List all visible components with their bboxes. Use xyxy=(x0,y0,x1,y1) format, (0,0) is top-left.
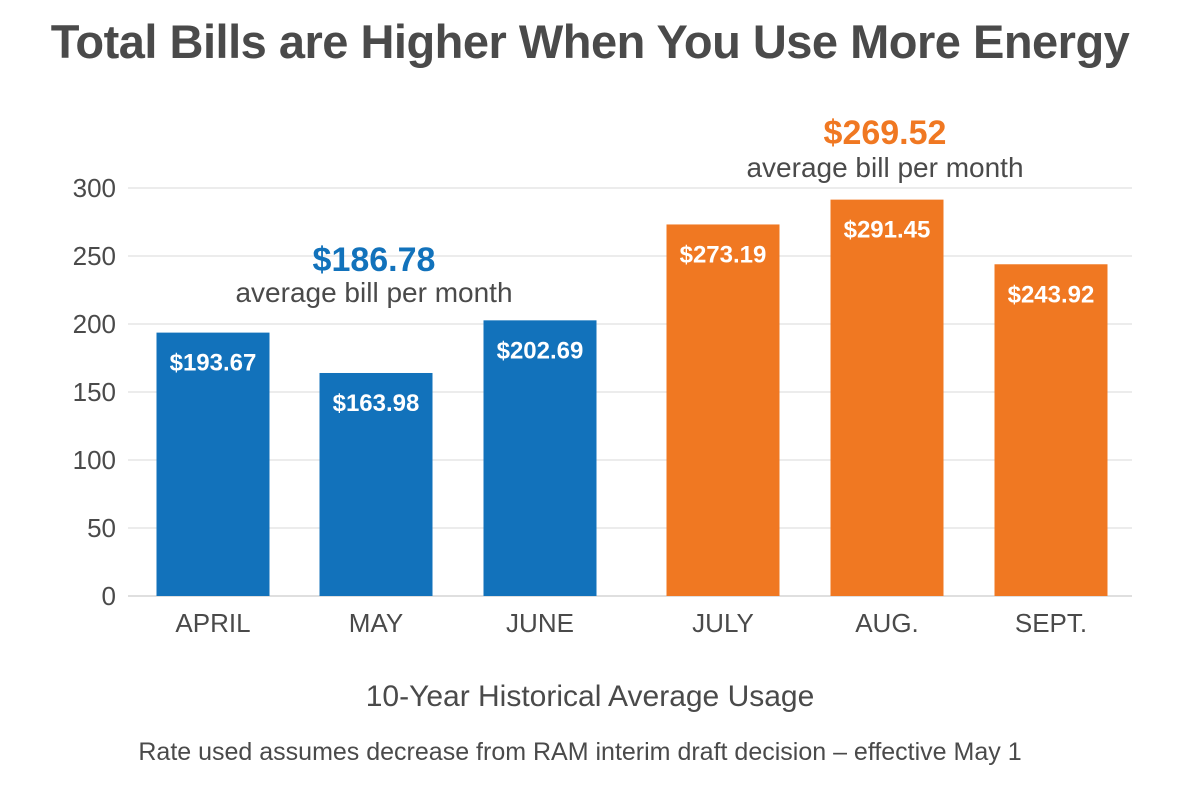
bar xyxy=(156,332,270,596)
y-tick-label: 150 xyxy=(73,377,116,407)
x-tick-label: AUG. xyxy=(855,608,919,638)
footnote: Rate used assumes decrease from RAM inte… xyxy=(138,738,1022,766)
x-tick-label: JULY xyxy=(692,608,754,638)
x-tick-label: SEPT. xyxy=(1015,608,1087,638)
data-label: $273.19 xyxy=(680,241,767,268)
x-tick-label: MAY xyxy=(349,608,403,638)
x-tick-label: JUNE xyxy=(506,608,574,638)
data-label: $193.67 xyxy=(170,350,257,377)
annotation-text: average bill per month xyxy=(746,152,1023,183)
bar xyxy=(666,224,780,596)
x-tick-label: APRIL xyxy=(175,608,250,638)
bar xyxy=(994,264,1108,596)
bar xyxy=(483,320,597,596)
annotation-text: average bill per month xyxy=(235,277,512,308)
x-axis-label: 10-Year Historical Average Usage xyxy=(365,680,815,713)
y-tick-label: 200 xyxy=(73,309,116,339)
data-label: $163.98 xyxy=(333,390,420,417)
y-tick-label: 100 xyxy=(73,445,116,475)
data-label: $202.69 xyxy=(497,337,584,364)
bars xyxy=(156,199,1108,597)
bar-chart: 0 50 100 150 200 250 300 $193.67 $163.98 $202.69… xyxy=(73,114,1132,638)
annotation-value: $186.78 xyxy=(313,241,436,279)
chart-title: Total Bills are Higher When You Use More… xyxy=(50,15,1130,68)
y-tick-label: 50 xyxy=(87,513,116,543)
x-axis-ticks: APRIL MAY JUNE JULY AUG. SEPT. xyxy=(175,608,1087,638)
data-label: $243.92 xyxy=(1008,281,1095,308)
bar xyxy=(830,199,944,597)
bar xyxy=(319,372,433,596)
data-label: $291.45 xyxy=(844,217,931,244)
annotation-value: $269.52 xyxy=(824,114,947,152)
y-tick-label: 250 xyxy=(73,241,116,271)
y-tick-label: 300 xyxy=(73,173,116,203)
data-labels: $193.67 $163.98 $202.69 $273.19 $291.45 $243.… xyxy=(170,217,1095,417)
y-axis-ticks: 0 50 100 150 200 250 300 xyxy=(73,173,116,611)
gridlines xyxy=(128,187,1132,597)
y-tick-label: 0 xyxy=(102,581,116,611)
